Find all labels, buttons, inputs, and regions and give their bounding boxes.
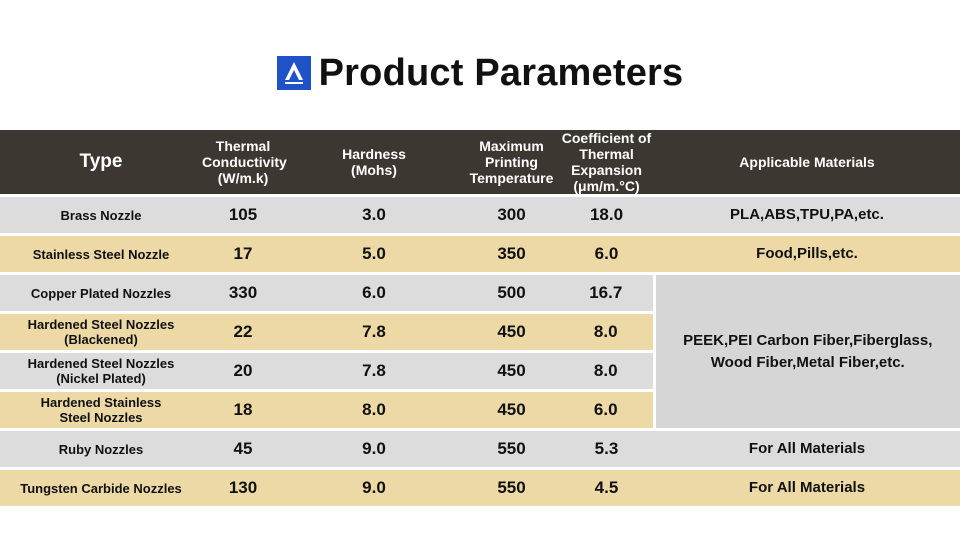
column-header-line: (μm/m.°C) — [573, 178, 640, 194]
column-header-line: Printing — [485, 154, 538, 170]
cell-materials-merged: PEEK,PEI Carbon Fiber,Fiberglass, Wood Fi… — [652, 273, 960, 430]
column-header-line: Type — [79, 151, 123, 172]
cell-type: Ruby Nozzles — [0, 429, 202, 469]
title-bar: Product Parameters — [0, 48, 960, 98]
cell-hardness: 6.0 — [284, 273, 464, 313]
column-header-max-temp: Maximum Printing Temperature — [464, 130, 559, 196]
cell-materials-line: PEEK,PEI Carbon Fiber,Fiberglass, — [683, 331, 933, 349]
table-row: Hardened Stainless Steel Nozzles 18 8.0 450 6… — [0, 390, 960, 430]
cell-type: Tungsten Carbide Nozzles — [0, 468, 202, 509]
column-header-line: Maximum — [479, 138, 544, 154]
column-header-materials: Applicable Materials — [654, 130, 960, 196]
cell-hardness: 8.0 — [284, 390, 464, 430]
cell-conductivity: 45 — [202, 429, 284, 469]
column-header-line: Coefficient of — [561, 130, 652, 146]
product-parameters-table: Type Thermal Conductivity (W/m.k) Hardness(… — [0, 130, 960, 509]
cell-max-temp: 450 — [464, 351, 559, 391]
column-header-type: Type — [0, 130, 202, 196]
column-header-line: Temperature — [469, 170, 554, 186]
table-row: Hardened Steel Nozzles (Blackened) 22 7.8 45… — [0, 312, 960, 352]
column-header-hardness: Hardness (Mohs) — [284, 130, 464, 196]
column-header-conductivity: Thermal Conductivity (W/m.k) — [202, 130, 287, 196]
cell-conductivity: 330 — [202, 273, 284, 313]
cell-hardness: 3.0 — [284, 195, 464, 235]
cell-expansion: 5.3 — [559, 429, 654, 469]
cell-type: Hardened Stainless Steel Nozzles — [0, 390, 202, 430]
cell-materials: Food,Pills,etc. — [654, 234, 960, 274]
cell-expansion: 4.5 — [559, 468, 654, 509]
table-header-row: Type Thermal Conductivity (W/m.k) Hardness(… — [0, 130, 960, 196]
cell-hardness: 7.8 — [284, 312, 464, 352]
cell-type-line: Hardened Stainless — [40, 395, 162, 410]
cell-type: Hardened Steel Nozzles (Nickel Plated) — [0, 351, 202, 391]
cell-hardness: 5.0 — [284, 234, 464, 274]
cell-conductivity: 130 — [202, 468, 284, 509]
cell-type: Brass Nozzle — [0, 195, 202, 235]
cell-conductivity: 22 — [202, 312, 284, 352]
cell-conductivity: 17 — [202, 234, 284, 274]
table-row: Tungsten Carbide Nozzles 130 9.0 550 4.5 For … — [0, 468, 960, 509]
cell-type-line: Hardened Steel Nozzles — [27, 317, 175, 332]
cell-expansion: 8.0 — [559, 351, 654, 391]
column-header-line: Thermal Conductivity — [202, 138, 287, 170]
cell-conductivity: 105 — [202, 195, 284, 235]
cell-conductivity: 20 — [202, 351, 284, 391]
table-row: Ruby Nozzles 45 9.0 550 5.3 For All Materials — [0, 429, 960, 469]
cell-materials: PLA,ABS,TPU,PA,etc. — [654, 195, 960, 235]
table-row: Copper Plated Nozzles 330 6.0 500 16.7 PEEK,P… — [0, 273, 960, 430]
column-header-line: Applicable Materials — [739, 154, 875, 170]
cell-type: Copper Plated Nozzles — [0, 273, 202, 313]
brand-logo-icon — [276, 56, 311, 90]
cell-type: Hardened Steel Nozzles (Blackened) — [0, 312, 202, 352]
cell-expansion: 6.0 — [559, 234, 654, 274]
cell-hardness: 9.0 — [284, 468, 464, 509]
cell-max-temp: 500 — [464, 273, 559, 313]
column-header-line: (Mohs) — [351, 162, 397, 178]
cell-type-line: (Nickel Plated) — [56, 371, 146, 386]
cell-materials-line: Wood Fiber,Metal Fiber,etc. — [710, 353, 905, 371]
cell-hardness: 9.0 — [284, 429, 464, 469]
table-row: Hardened Steel Nozzles (Nickel Plated) 20 7… — [0, 351, 960, 391]
cell-expansion: 6.0 — [559, 390, 654, 430]
cell-expansion: 18.0 — [559, 195, 654, 235]
cell-type-line: Hardened Steel Nozzles — [27, 356, 175, 371]
table-row: Stainless Steel Nozzle 17 5.0 350 6.0 Food,Pi… — [0, 234, 960, 274]
column-header-expansion: Coefficient of Thermal Expansion (μm/m.°C) — [559, 130, 654, 196]
column-header-line: (W/m.k) — [217, 170, 269, 186]
table-row: Brass Nozzle 105 3.0 300 18.0 PLA,ABS,TPU,PA,… — [0, 195, 960, 235]
cell-max-temp: 550 — [464, 429, 559, 469]
cell-max-temp: 450 — [464, 390, 559, 430]
page-title: Product Parameters — [318, 51, 684, 94]
cell-expansion: 16.7 — [559, 273, 654, 313]
cell-materials: For All Materials — [654, 468, 960, 509]
cell-max-temp: 450 — [464, 312, 559, 352]
cell-conductivity: 18 — [202, 390, 284, 430]
cell-max-temp: 300 — [464, 195, 559, 235]
cell-max-temp: 550 — [464, 468, 559, 509]
cell-type: Stainless Steel Nozzle — [0, 234, 202, 274]
cell-type-line: (Blackened) — [64, 332, 138, 347]
column-header-line: Hardness — [342, 146, 406, 162]
cell-max-temp: 350 — [464, 234, 559, 274]
cell-hardness: 7.8 — [284, 351, 464, 391]
cell-expansion: 8.0 — [559, 312, 654, 352]
cell-type-line: Steel Nozzles — [59, 410, 143, 425]
cell-materials: For All Materials — [654, 429, 960, 469]
column-header-line: Thermal Expansion — [571, 146, 642, 178]
